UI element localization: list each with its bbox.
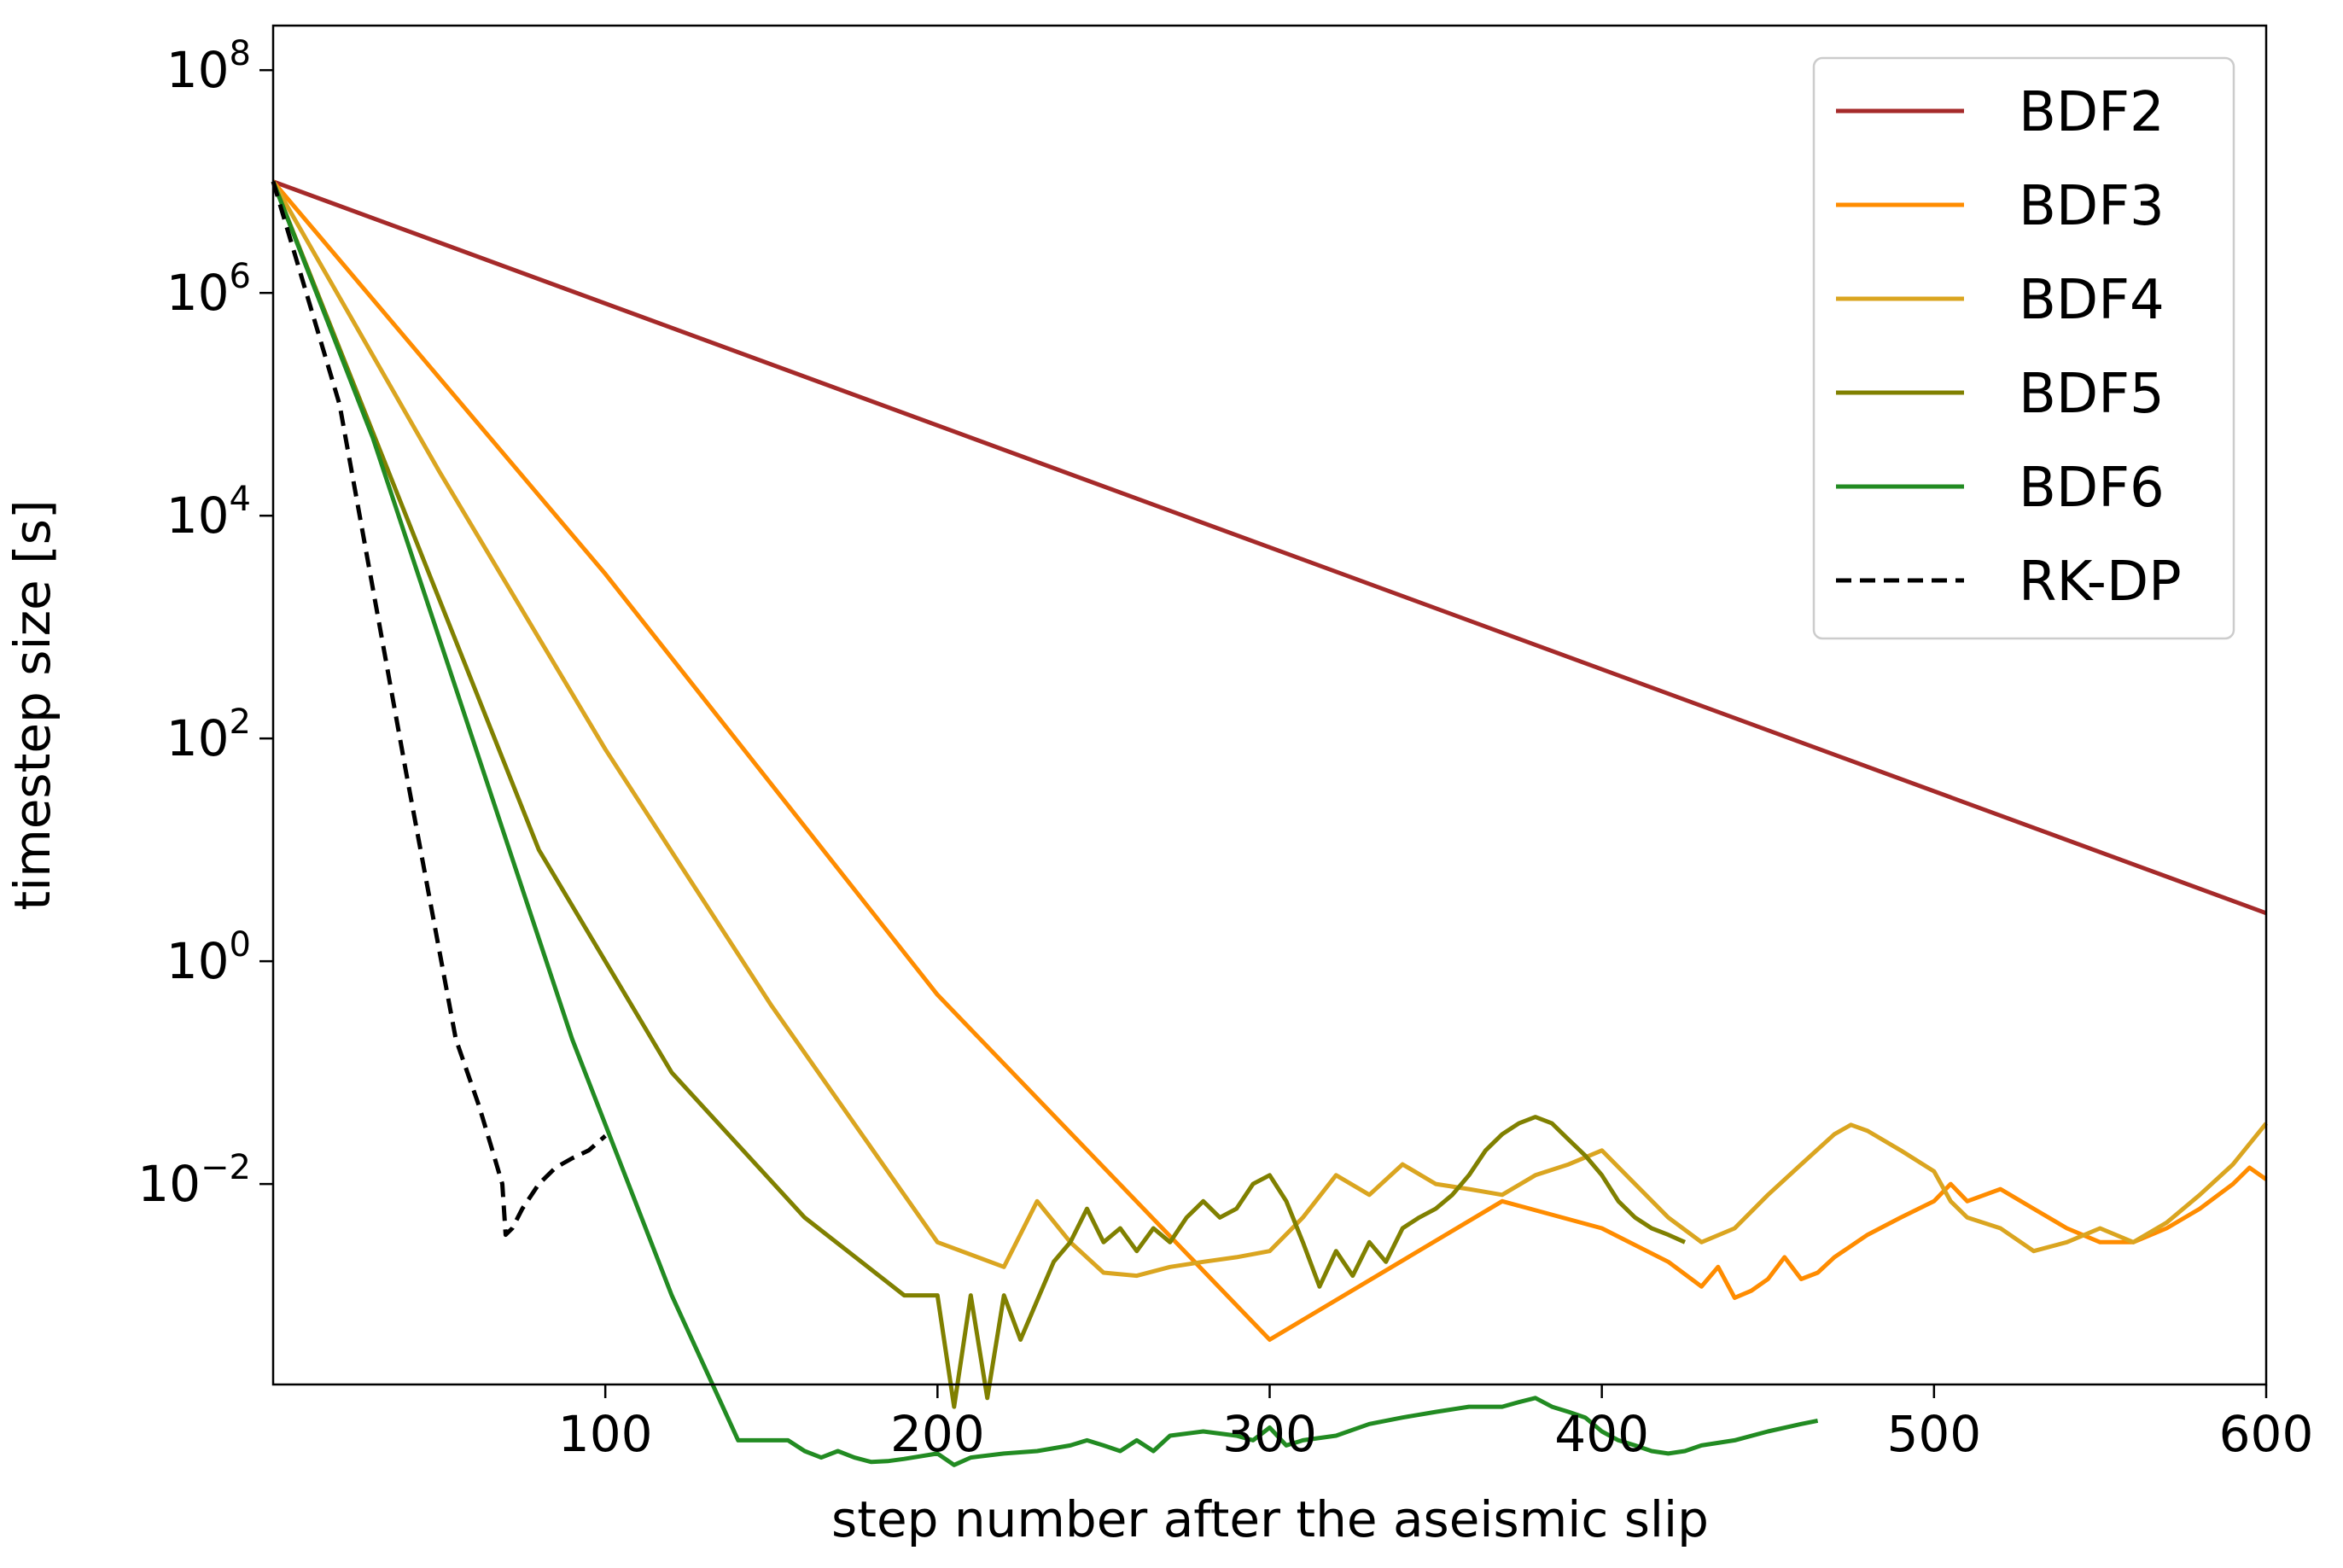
axes-layer: 100 200 300 400 500 600 10−2 100 102 104 106 108: [137, 24, 2314, 1463]
x-tick-label: 200: [890, 1405, 985, 1463]
series-line-bdf6: [271, 180, 1819, 1467]
legend-label-bdf3: BDF3: [2019, 175, 2165, 238]
y-tick-label: 106: [166, 257, 251, 322]
legend-label-bdf2: BDF2: [2019, 81, 2165, 144]
y-tick-label: 102: [166, 702, 251, 767]
x-tick-label: 600: [2219, 1405, 2314, 1463]
legend-label-bdf5: BDF5: [2019, 363, 2165, 426]
series-line-bdf2: [272, 179, 2267, 916]
legend-label-bdf6: BDF6: [2019, 457, 2165, 520]
y-tick-label: 108: [166, 34, 251, 99]
x-tick-label: 500: [1886, 1405, 1981, 1463]
x-tick-label: 300: [1222, 1405, 1317, 1463]
legend: BDF2 BDF3 BDF4 BDF5 BDF6 RK-DP: [1812, 56, 2235, 640]
x-axis-label: step number after the aseismic slip: [831, 1490, 1709, 1548]
y-tick-label: 104: [166, 480, 251, 545]
y-tick-label: 100: [166, 925, 251, 990]
y-tick-label: 10−2: [137, 1148, 251, 1213]
series-line-bdf5: [271, 180, 1687, 1409]
series-layer: [271, 179, 2268, 1467]
legend-label-rk-dp: RK-DP: [2019, 551, 2182, 614]
x-tick-label: 100: [558, 1405, 653, 1463]
y-axis-label: timestep size [s]: [3, 499, 61, 910]
x-tick-label: 400: [1554, 1405, 1649, 1463]
legend-label-bdf4: BDF4: [2019, 269, 2165, 332]
series-line-rk-dp: [271, 180, 607, 1238]
